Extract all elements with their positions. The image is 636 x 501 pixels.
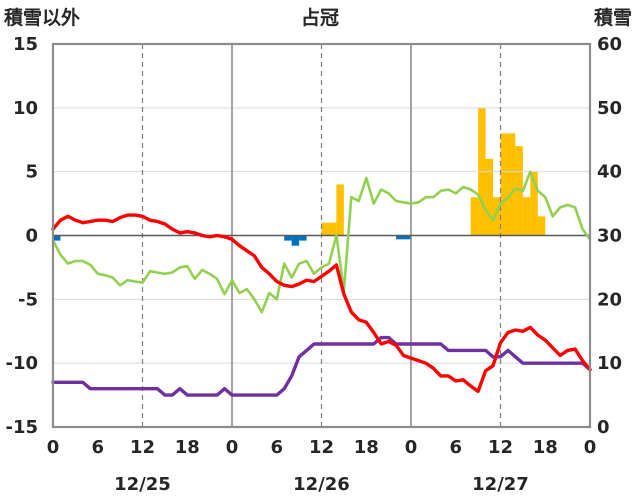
precipitation-bars bbox=[53, 107, 546, 246]
x-tick-label: 0 bbox=[226, 437, 239, 458]
right-tick-label: 0 bbox=[597, 417, 610, 438]
precip-bar bbox=[470, 197, 479, 236]
snow_depth-line bbox=[51, 335, 592, 397]
precip-bar bbox=[530, 171, 538, 236]
left-tick-label: 5 bbox=[25, 162, 38, 183]
right-tick-label: 40 bbox=[597, 162, 622, 183]
precip-bar bbox=[403, 235, 411, 240]
precip-bar bbox=[328, 222, 337, 236]
precip-bar bbox=[507, 133, 516, 236]
x-tick-label: 18 bbox=[175, 437, 200, 458]
precip-bar bbox=[485, 158, 494, 236]
precip-bar bbox=[284, 235, 292, 241]
left-tick-label: 0 bbox=[25, 226, 38, 247]
plot-frame bbox=[51, 42, 592, 429]
precip-bar bbox=[396, 235, 404, 240]
precip-bar bbox=[299, 235, 307, 241]
right-axis-label: 積雪 bbox=[594, 6, 632, 29]
precip-bar bbox=[291, 235, 300, 246]
series-lines bbox=[51, 170, 592, 397]
x-tick-label: 12 bbox=[488, 437, 513, 458]
date-label: 12/26 bbox=[293, 474, 350, 495]
x-tick-label: 0 bbox=[47, 437, 60, 458]
x-tick-label: 0 bbox=[405, 437, 418, 458]
x-tick-label: 6 bbox=[449, 437, 462, 458]
precip-bar bbox=[53, 235, 61, 241]
left-tick-label: -10 bbox=[5, 353, 38, 374]
precip-bar bbox=[500, 133, 508, 236]
x-tick-label: 6 bbox=[91, 437, 104, 458]
temperature-line bbox=[51, 213, 592, 393]
right-tick-label: 30 bbox=[597, 226, 622, 247]
right-tick-label: 10 bbox=[597, 353, 622, 374]
left-tick-label: 10 bbox=[13, 98, 38, 119]
x-tick-label: 0 bbox=[584, 437, 597, 458]
right-tick-label: 20 bbox=[597, 289, 622, 310]
left-tick-label: -15 bbox=[5, 417, 38, 438]
dewpoint-line bbox=[51, 170, 592, 314]
precip-bar bbox=[537, 216, 546, 236]
x-tick-label: 12 bbox=[130, 437, 155, 458]
precip-bar bbox=[522, 197, 531, 236]
left-tick-label: 15 bbox=[13, 34, 38, 55]
plot-border bbox=[51, 42, 592, 429]
precip-bar bbox=[336, 184, 344, 236]
right-tick-label: 60 bbox=[597, 34, 622, 55]
left-tick-label: -5 bbox=[18, 289, 38, 310]
chart-title: 占冠 bbox=[301, 6, 339, 29]
precip-bar bbox=[321, 222, 329, 236]
precip-bar bbox=[493, 197, 501, 236]
right-tick-label: 50 bbox=[597, 98, 622, 119]
date-label: 12/27 bbox=[472, 474, 529, 495]
x-tick-label: 18 bbox=[533, 437, 558, 458]
x-tick-label: 18 bbox=[354, 437, 379, 458]
x-tick-label: 12 bbox=[309, 437, 334, 458]
x-tick-label: 6 bbox=[270, 437, 283, 458]
left-axis-label: 積雪以外 bbox=[4, 6, 80, 29]
grid-lines bbox=[53, 44, 590, 427]
date-label: 12/25 bbox=[114, 474, 171, 495]
